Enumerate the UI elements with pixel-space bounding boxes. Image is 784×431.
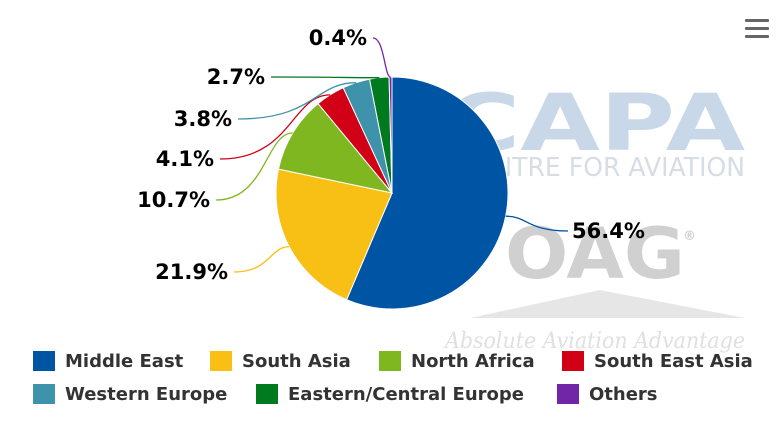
legend-item-eastern-central-europe[interactable]: Eastern/Central Europe — [256, 384, 524, 405]
connector-western-europe — [237, 82, 357, 120]
slice-middle-east[interactable] — [345, 76, 509, 310]
connector-middle-east — [505, 215, 569, 232]
legend-swatch — [33, 351, 55, 371]
legend-swatch — [557, 384, 579, 404]
connector-others — [372, 37, 392, 78]
legend-label: South Asia — [242, 351, 351, 372]
connector-eastern-central-europe — [270, 76, 380, 79]
legend-label: South East Asia — [594, 351, 753, 372]
pie-slices — [275, 76, 509, 310]
watermark: CAPA CENTRE FOR AVIATION OAG ® Absolute … — [443, 79, 745, 354]
connector-south-east-asia — [219, 94, 331, 160]
data-labels: 56.4% 21.9% 10.7% 4.1% 3.8% 2.7% 0.4% — [137, 26, 645, 284]
legend-item-south-asia[interactable]: South Asia — [210, 351, 351, 372]
label-connectors — [215, 37, 569, 273]
legend-item-middle-east[interactable]: Middle East — [33, 351, 184, 372]
legend-item-western-europe[interactable]: Western Europe — [33, 384, 227, 405]
watermark-oag: OAG — [505, 213, 685, 295]
hamburger-menu-icon[interactable] — [745, 19, 769, 39]
data-label-western-europe: 3.8% — [174, 107, 232, 131]
slice-north-africa[interactable] — [277, 102, 394, 194]
data-label-south-east-asia: 4.1% — [156, 147, 214, 171]
legend-label: Middle East — [65, 351, 184, 372]
data-label-others: 0.4% — [309, 26, 367, 50]
connector-south-asia — [233, 245, 290, 273]
slice-south-asia[interactable] — [275, 168, 393, 301]
legend-label: Others — [589, 384, 658, 405]
connector-north-africa — [215, 132, 293, 201]
legend-swatch — [562, 351, 584, 371]
data-label-eastern-central-europe: 2.7% — [207, 65, 265, 89]
legend-swatch — [210, 351, 232, 371]
data-label-middle-east: 56.4% — [572, 219, 645, 243]
legend-swatch — [379, 351, 401, 371]
legend-label: North Africa — [411, 351, 535, 372]
data-label-south-asia: 21.9% — [155, 260, 228, 284]
legend-label: Eastern/Central Europe — [288, 384, 524, 405]
legend-item-south-east-asia[interactable]: South East Asia — [562, 351, 753, 372]
legend-item-north-africa[interactable]: North Africa — [379, 351, 535, 372]
watermark-oag-tagline: Absolute Aviation Advantage — [443, 329, 745, 354]
data-label-north-africa: 10.7% — [137, 188, 210, 212]
legend-label: Western Europe — [65, 384, 227, 405]
legend-swatch — [33, 384, 55, 404]
watermark-oag-swoosh — [470, 290, 745, 318]
legend-item-others[interactable]: Others — [557, 384, 658, 405]
watermark-oag-registered: ® — [683, 229, 696, 244]
legend: Middle East South Asia North Africa South E… — [33, 351, 753, 405]
legend-swatch — [256, 384, 278, 404]
